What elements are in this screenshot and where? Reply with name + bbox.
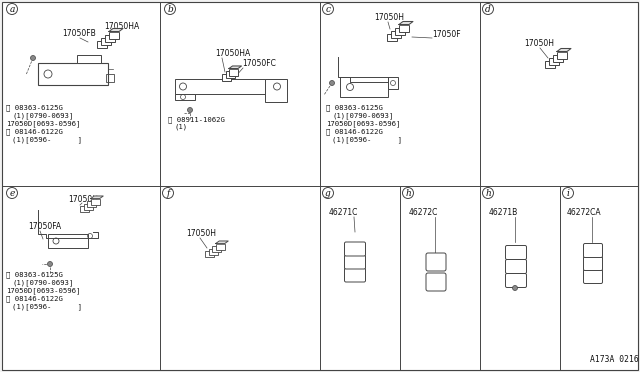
FancyBboxPatch shape xyxy=(584,257,602,270)
Text: 46272C: 46272C xyxy=(408,208,438,217)
Bar xyxy=(106,74,114,82)
Bar xyxy=(91,199,100,205)
FancyBboxPatch shape xyxy=(344,255,365,269)
Text: 17050H: 17050H xyxy=(186,229,216,238)
FancyBboxPatch shape xyxy=(506,246,527,260)
Circle shape xyxy=(31,55,35,61)
Text: 17050H: 17050H xyxy=(524,39,554,48)
Text: Ⓑ 08146-6122G: Ⓑ 08146-6122G xyxy=(326,128,383,135)
Text: 46272CA: 46272CA xyxy=(566,208,602,217)
Bar xyxy=(216,244,225,250)
Text: Ⓑ 08146-6122G: Ⓑ 08146-6122G xyxy=(6,128,63,135)
Text: 17050H: 17050H xyxy=(68,195,98,204)
Text: (1)[0596-      ]: (1)[0596- ] xyxy=(12,136,82,143)
Text: f: f xyxy=(166,189,170,198)
Bar xyxy=(399,25,409,32)
FancyBboxPatch shape xyxy=(506,273,527,288)
Bar xyxy=(391,31,401,38)
Circle shape xyxy=(513,285,518,291)
Bar xyxy=(205,251,214,257)
Bar xyxy=(175,79,285,94)
Text: d: d xyxy=(485,4,491,13)
Bar xyxy=(101,38,111,45)
Text: (1)[0790-0693]: (1)[0790-0693] xyxy=(12,279,73,286)
Bar xyxy=(80,206,89,212)
Bar xyxy=(553,55,563,61)
Text: h: h xyxy=(485,189,491,198)
Text: 17050D[0693-0596]: 17050D[0693-0596] xyxy=(326,120,401,127)
Bar xyxy=(229,68,238,76)
Text: Ⓢ 08363-6125G: Ⓢ 08363-6125G xyxy=(6,104,63,110)
Text: c: c xyxy=(326,4,330,13)
Text: 46271B: 46271B xyxy=(488,208,518,217)
Bar xyxy=(340,77,388,97)
Text: 17050H: 17050H xyxy=(374,13,404,22)
Text: (1)[0596-      ]: (1)[0596- ] xyxy=(332,136,402,143)
Bar xyxy=(209,248,218,254)
Text: (1): (1) xyxy=(174,124,187,131)
Text: h: h xyxy=(405,189,411,198)
FancyBboxPatch shape xyxy=(426,253,446,271)
Bar xyxy=(222,74,231,80)
Text: 17050D[0693-0596]: 17050D[0693-0596] xyxy=(6,120,81,127)
Bar xyxy=(225,71,234,78)
Bar xyxy=(212,246,221,252)
FancyBboxPatch shape xyxy=(584,244,602,257)
Text: a: a xyxy=(10,4,15,13)
Bar xyxy=(175,94,195,100)
Text: Ⓢ 08363-6125G: Ⓢ 08363-6125G xyxy=(326,104,383,110)
FancyBboxPatch shape xyxy=(426,273,446,291)
Text: i: i xyxy=(566,189,570,198)
Bar xyxy=(557,51,567,58)
Bar xyxy=(105,35,115,42)
Text: e: e xyxy=(10,189,15,198)
Circle shape xyxy=(330,80,335,86)
Text: A173A 0216: A173A 0216 xyxy=(590,355,639,364)
Text: 46271C: 46271C xyxy=(328,208,358,217)
Bar xyxy=(545,61,555,67)
Text: (1)[0790-0693]: (1)[0790-0693] xyxy=(12,112,73,119)
Text: 17050FC: 17050FC xyxy=(242,59,276,68)
Polygon shape xyxy=(109,29,123,32)
Bar xyxy=(387,33,397,41)
Text: 17050HA: 17050HA xyxy=(104,22,140,31)
Polygon shape xyxy=(557,48,571,51)
Bar xyxy=(38,63,108,85)
Polygon shape xyxy=(91,196,103,199)
Bar xyxy=(87,201,96,207)
Circle shape xyxy=(47,262,52,266)
Bar xyxy=(395,28,405,35)
Text: Ⓢ 08911-1062G: Ⓢ 08911-1062G xyxy=(168,116,225,123)
Text: 17050D[0693-0596]: 17050D[0693-0596] xyxy=(6,287,81,294)
Polygon shape xyxy=(216,241,228,244)
FancyBboxPatch shape xyxy=(506,260,527,273)
Bar xyxy=(109,32,119,38)
FancyBboxPatch shape xyxy=(344,242,365,256)
Text: 17050FA: 17050FA xyxy=(28,222,61,231)
Text: Ⓑ 08146-6122G: Ⓑ 08146-6122G xyxy=(6,295,63,302)
Text: (1)[0790-0693]: (1)[0790-0693] xyxy=(332,112,393,119)
Bar xyxy=(388,77,398,89)
Circle shape xyxy=(188,108,193,112)
FancyBboxPatch shape xyxy=(344,268,365,282)
Text: 17050FB: 17050FB xyxy=(62,29,96,38)
Text: 17050F: 17050F xyxy=(432,30,461,39)
Text: g: g xyxy=(325,189,331,198)
Text: 17050HA: 17050HA xyxy=(215,49,250,58)
Bar xyxy=(77,55,101,63)
Polygon shape xyxy=(399,22,413,25)
Bar xyxy=(549,58,559,64)
Text: Ⓢ 08363-6125G: Ⓢ 08363-6125G xyxy=(6,271,63,278)
Bar xyxy=(97,41,107,48)
Text: b: b xyxy=(167,4,173,13)
Bar xyxy=(265,79,287,102)
Polygon shape xyxy=(229,66,241,68)
Text: (1)[0596-      ]: (1)[0596- ] xyxy=(12,303,82,310)
Bar xyxy=(84,203,93,209)
Bar xyxy=(48,234,88,248)
FancyBboxPatch shape xyxy=(584,269,602,283)
